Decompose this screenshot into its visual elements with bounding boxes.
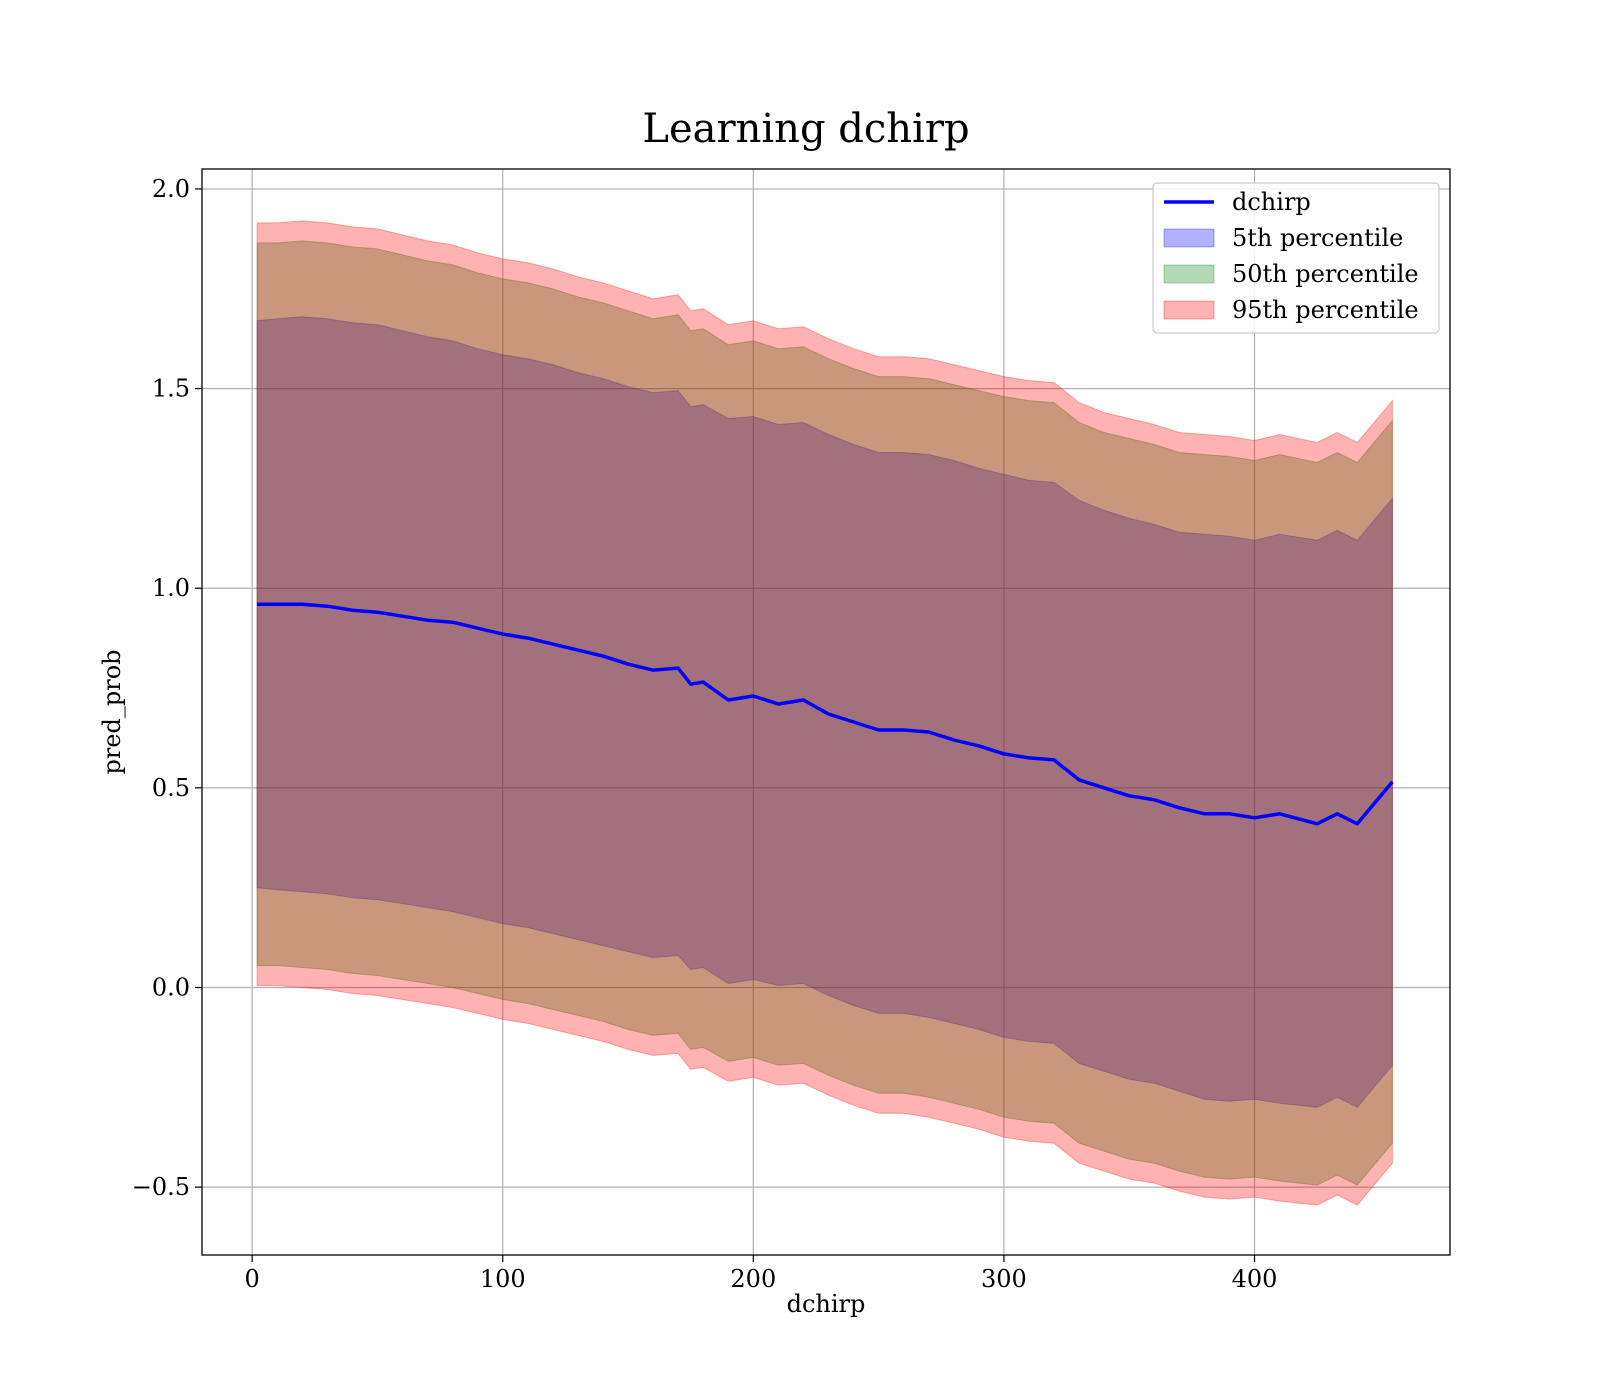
chart-title: Learning dchirp: [642, 106, 969, 152]
y-tick-label: 2.0: [152, 175, 190, 203]
x-axis-label: dchirp: [787, 1290, 866, 1318]
legend-box: [1152, 182, 1440, 334]
plot-frame: [201, 168, 1451, 1256]
y-axis-label: pred_prob: [98, 649, 126, 774]
y-tick-label: 1.5: [152, 375, 190, 403]
series-lines: [257, 602, 1394, 826]
x-tick-label: 0: [244, 1265, 259, 1293]
legend-label-5th-percentile: 5th percentile: [1232, 224, 1403, 252]
legend-swatch-5th-percentile: [1163, 228, 1215, 248]
x-tick-label: 200: [730, 1265, 776, 1293]
y-tick-label: 0.5: [152, 774, 190, 802]
legend-swatch-95th-percentile: [1163, 300, 1215, 320]
legend-label-95th-percentile: 95th percentile: [1232, 296, 1419, 324]
legend-label-dchirp: dchirp: [1232, 188, 1311, 216]
legend-swatch-50th-percentile: [1163, 264, 1215, 284]
x-tick-label: 300: [981, 1265, 1027, 1293]
legend-label-50th-percentile: 50th percentile: [1232, 260, 1419, 288]
axis-ticks: 0 100 200 300 400 −0.5 0.0 0.5 1.0 1.5 2.0: [132, 175, 1278, 1293]
x-tick-label: 100: [480, 1265, 526, 1293]
legend: dchirp 5th percentile 50th percentile 95…: [1152, 182, 1440, 334]
y-tick-label: 1.0: [152, 574, 190, 602]
y-tick-label: 0.0: [152, 973, 190, 1001]
line-dchirp: [257, 602, 1394, 826]
y-tick-label: −0.5: [132, 1173, 190, 1201]
x-tick-label: 400: [1232, 1265, 1278, 1293]
